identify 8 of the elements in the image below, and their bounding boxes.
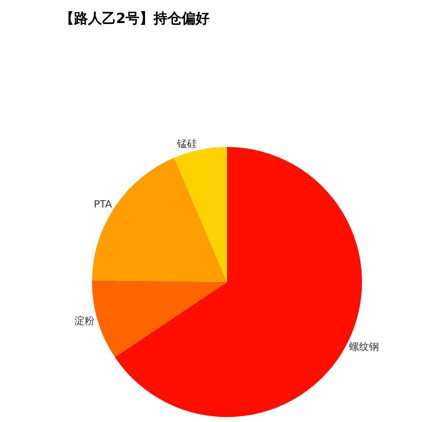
chart-title: 【路人乙2号】持仓偏好 [60, 10, 210, 27]
pie-slice [92, 280, 227, 358]
pie-slice [174, 147, 227, 282]
slice-label: PTA [94, 200, 112, 211]
slice-label: 锰硅 [176, 138, 198, 150]
slice-label: 淀粉 [74, 314, 95, 327]
slice-label: 螺纹钢 [349, 340, 380, 353]
pie-slice [92, 158, 227, 282]
